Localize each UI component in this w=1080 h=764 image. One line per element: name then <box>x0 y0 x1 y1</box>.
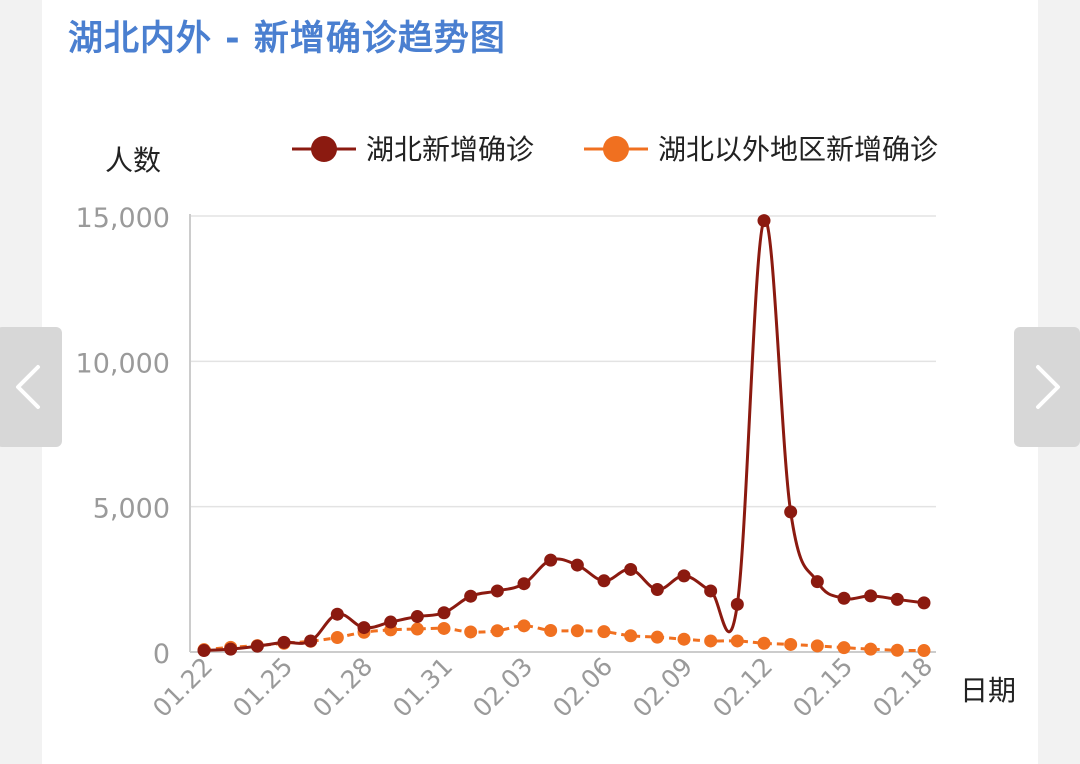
data-point <box>650 630 664 644</box>
y-tick-label: 15,000 <box>76 203 170 234</box>
data-point <box>330 630 344 644</box>
data-point <box>810 575 824 589</box>
legend-marker <box>603 136 629 162</box>
data-point <box>917 596 931 610</box>
data-point <box>330 607 344 621</box>
chevron-left-icon <box>16 365 40 409</box>
legend-marker <box>311 136 337 162</box>
data-point <box>570 558 584 572</box>
data-point <box>624 562 638 576</box>
x-axis-title: 日期 <box>960 674 1016 707</box>
x-tick-label: 01.25 <box>227 652 298 723</box>
data-point <box>437 621 451 635</box>
data-point <box>224 642 238 656</box>
data-point <box>864 642 878 656</box>
data-point <box>757 636 771 650</box>
data-point <box>570 624 584 638</box>
data-point <box>784 637 798 651</box>
data-point <box>704 584 718 598</box>
x-tick-label: 02.12 <box>707 652 778 723</box>
data-point <box>490 584 504 598</box>
next-button[interactable] <box>1014 327 1080 447</box>
data-point <box>490 624 504 638</box>
data-point <box>730 634 744 648</box>
data-point <box>597 625 611 639</box>
data-point <box>197 644 211 658</box>
x-tick-label: 01.31 <box>387 652 458 723</box>
x-tick-label: 02.03 <box>467 652 538 723</box>
y-axis-title: 人数 <box>105 144 161 177</box>
data-point <box>464 625 478 639</box>
x-tick-label: 02.15 <box>787 652 858 723</box>
legend-label: 湖北新增确诊 <box>366 133 534 166</box>
data-point <box>757 214 771 228</box>
data-point <box>704 634 718 648</box>
y-tick-label: 10,000 <box>76 348 170 379</box>
data-point <box>410 622 424 636</box>
data-point <box>304 634 318 648</box>
chart-card <box>42 0 1038 764</box>
data-point <box>837 641 851 655</box>
data-point <box>517 619 531 633</box>
x-tick-label: 02.09 <box>627 652 698 723</box>
data-point <box>677 569 691 583</box>
chevron-right-icon <box>1036 365 1060 409</box>
x-tick-label: 02.18 <box>867 652 938 723</box>
page-title: 湖北内外 - 新增确诊趋势图 <box>68 19 506 59</box>
data-point <box>837 591 851 605</box>
data-point <box>437 606 451 620</box>
data-point <box>810 639 824 653</box>
data-point <box>410 610 424 624</box>
data-point <box>624 629 638 643</box>
x-tick-label: 02.06 <box>547 652 618 723</box>
previous-button[interactable] <box>0 327 62 447</box>
data-point <box>384 615 398 629</box>
data-point <box>544 623 558 637</box>
data-point <box>250 639 264 653</box>
data-point <box>784 505 798 519</box>
series-line <box>203 624 925 653</box>
data-point <box>730 597 744 611</box>
data-point <box>864 589 878 603</box>
data-point <box>544 553 558 567</box>
data-point <box>890 592 904 606</box>
legend-label: 湖北以外地区新增确诊 <box>658 133 938 166</box>
data-point <box>597 574 611 588</box>
data-point <box>277 635 291 649</box>
data-point <box>890 643 904 657</box>
x-tick-label: 01.28 <box>307 652 378 723</box>
data-point <box>917 644 931 658</box>
data-point <box>464 589 478 603</box>
y-tick-label: 0 <box>153 639 170 670</box>
data-point <box>357 621 371 635</box>
data-point <box>517 577 531 591</box>
data-point <box>677 632 691 646</box>
y-tick-label: 5,000 <box>93 494 170 525</box>
data-point <box>650 583 664 597</box>
